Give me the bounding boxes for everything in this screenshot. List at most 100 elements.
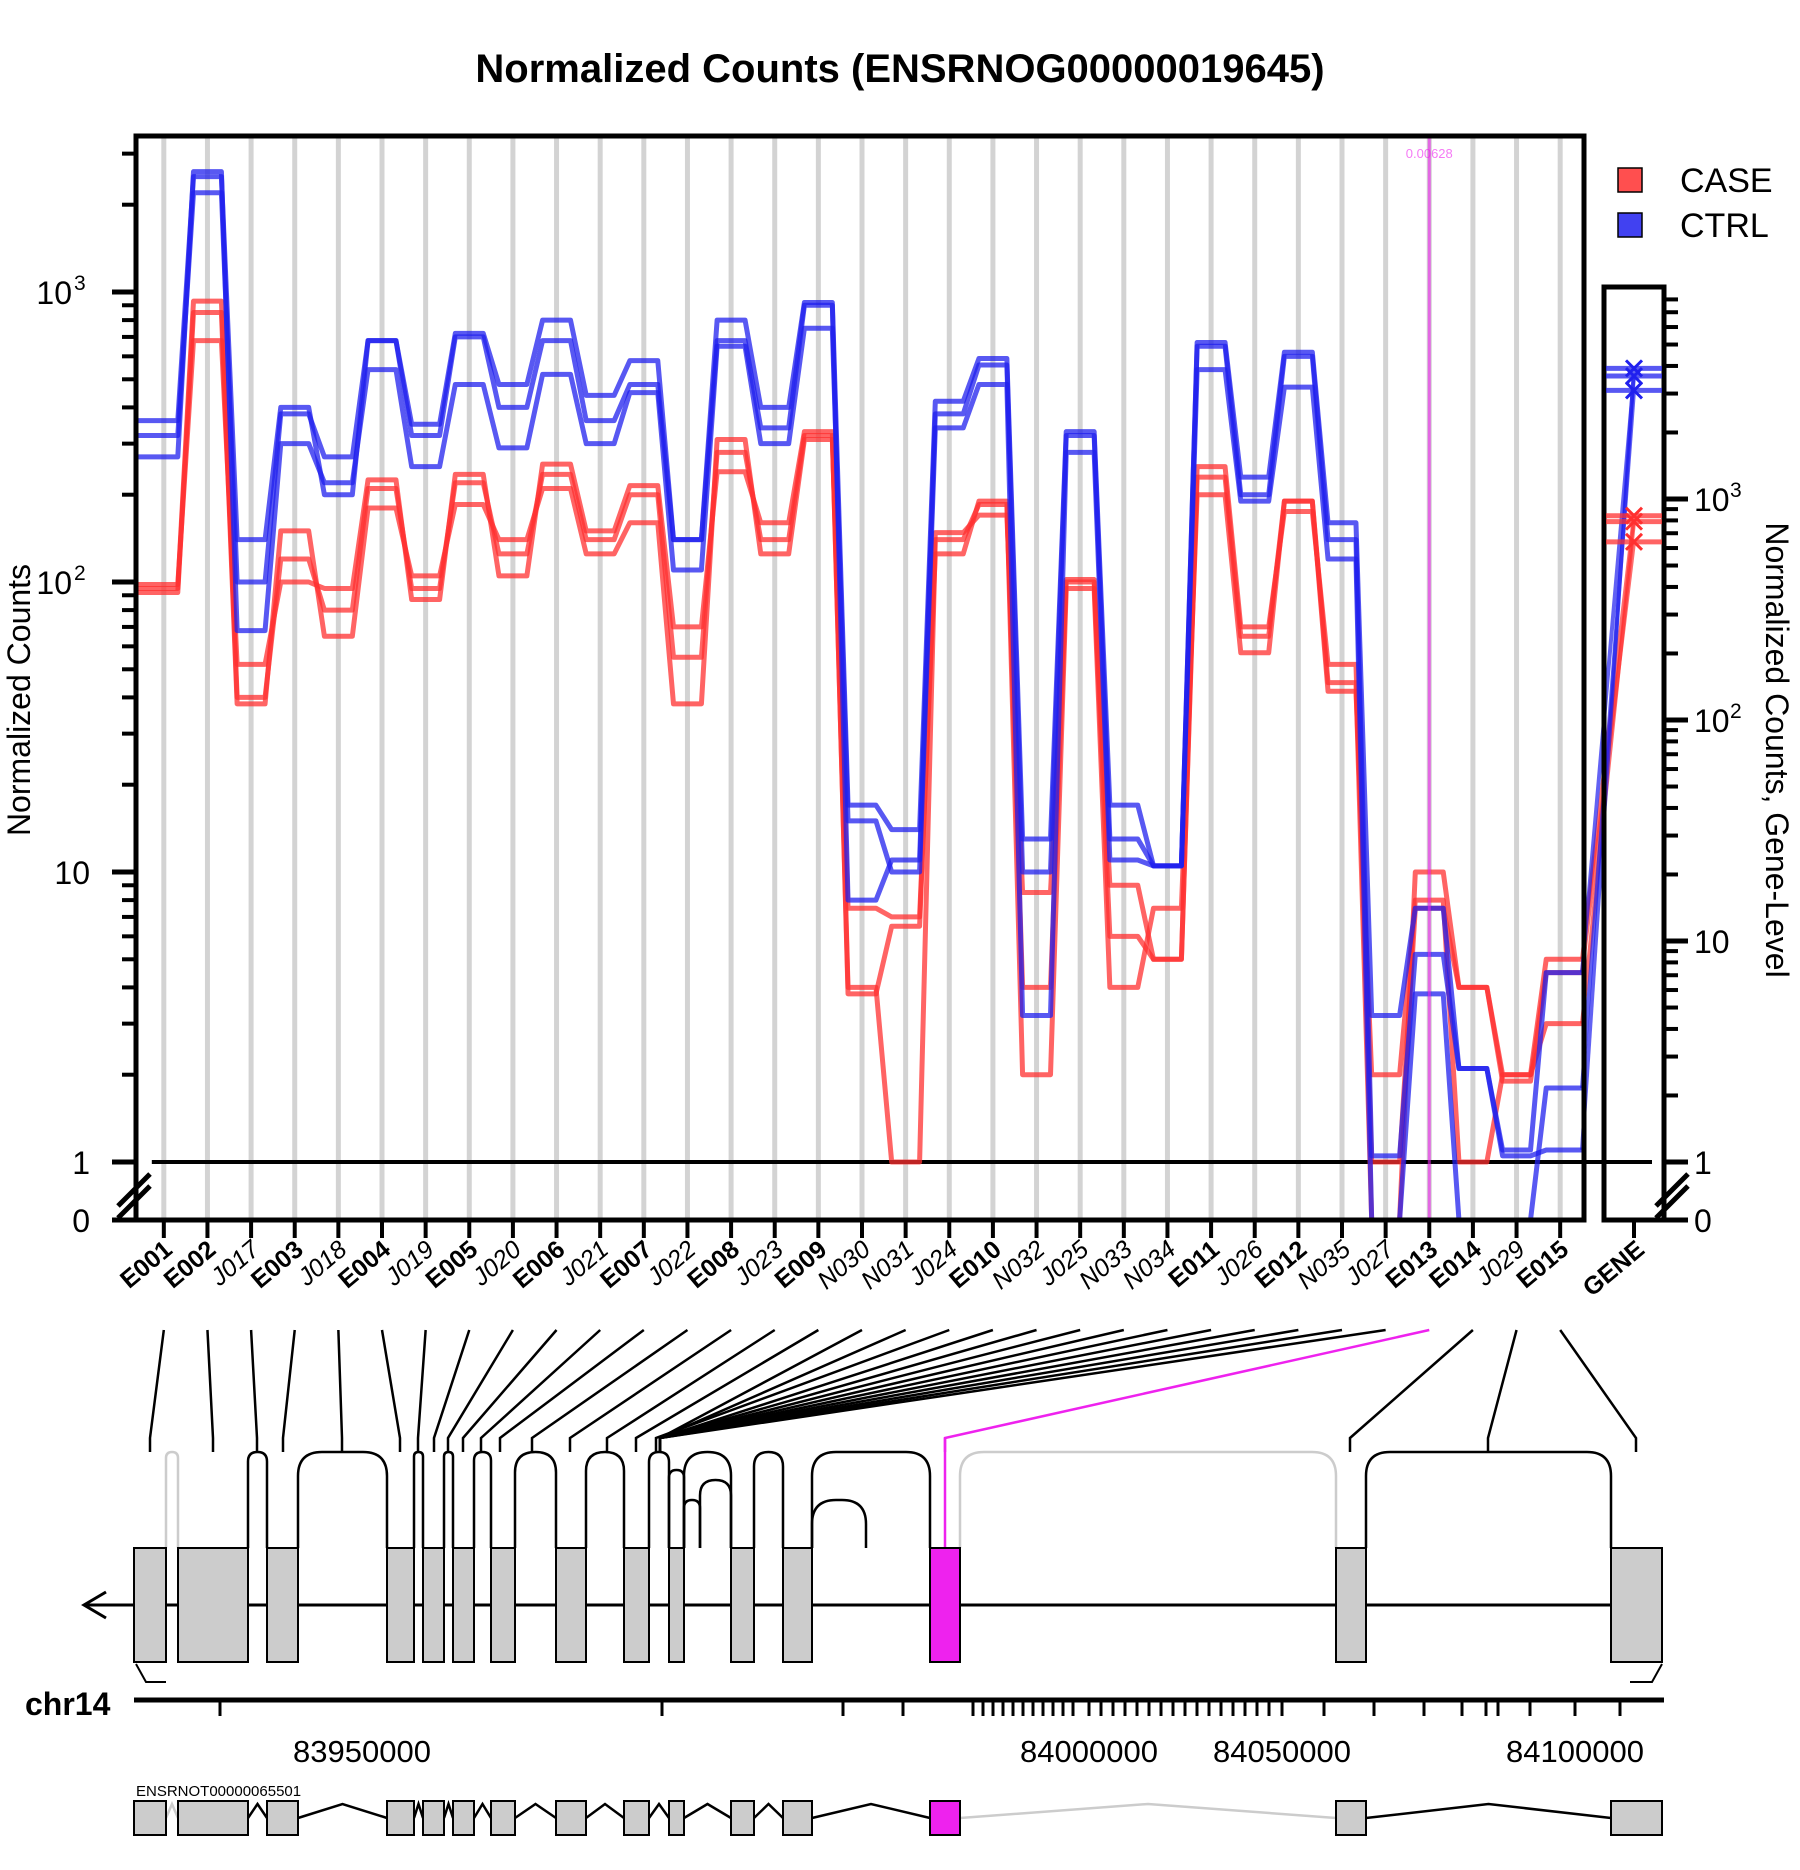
exon-box xyxy=(623,1547,650,1663)
y-tick-label: 10 xyxy=(54,855,90,891)
junction-arc xyxy=(513,1450,558,1548)
y-axis-label-right: Normalized Counts, Gene-Level xyxy=(1759,522,1795,977)
transcript-exon-highlighted xyxy=(929,1800,961,1836)
connector-j019 xyxy=(416,1329,427,1452)
transcript-exon xyxy=(133,1800,167,1836)
connector-e004 xyxy=(380,1329,402,1452)
connector-e003 xyxy=(281,1329,296,1452)
axis-break-mark xyxy=(116,1172,152,1208)
exon-box xyxy=(668,1547,685,1663)
y-right-tick-label-exponent: 3 xyxy=(1730,479,1742,502)
junction-arc xyxy=(296,1450,389,1548)
transcript-intron xyxy=(412,1799,425,1819)
axis-break-mark xyxy=(116,1184,152,1220)
exon-box xyxy=(266,1547,299,1663)
x-tick-labels: E001E002J017E003J018E004J019E005J020E006… xyxy=(115,1220,1650,1302)
connector-e006 xyxy=(461,1329,558,1452)
connector-j017 xyxy=(249,1329,259,1452)
connector-j024 xyxy=(654,1328,950,1452)
transcript-exon xyxy=(266,1800,299,1836)
junction-arc xyxy=(246,1450,269,1548)
gene-level-panel xyxy=(1606,359,1662,551)
legend-swatch-ctrl xyxy=(1617,212,1643,238)
connector-e007 xyxy=(498,1329,645,1452)
chromosome-axis: chr14 83950000 84000000 84050000 8410000… xyxy=(25,1686,1664,1769)
exon-box xyxy=(1335,1547,1367,1663)
transcript-exon xyxy=(623,1800,650,1836)
gene-level-point-ctrl xyxy=(1624,366,1644,386)
transcript-intron xyxy=(297,1802,388,1820)
junction-arc xyxy=(810,1450,932,1548)
junction-arc xyxy=(958,1450,1338,1548)
transcript-intron xyxy=(683,1802,732,1820)
transcript-label: ENSRNOT00000065501 xyxy=(136,1783,301,1800)
connector-e015 xyxy=(1559,1329,1638,1452)
junction-arc xyxy=(698,1478,733,1548)
chromosome-label: chr14 xyxy=(25,1686,111,1722)
y-right-tick-label: 1 xyxy=(1694,1145,1712,1181)
connector-j025 xyxy=(658,1328,1081,1452)
exon-box xyxy=(452,1547,475,1663)
junction-arc xyxy=(1364,1450,1613,1548)
transcript-exon xyxy=(782,1800,813,1836)
x-tick-label-gene: GENE xyxy=(1578,1235,1650,1302)
gene-end-bracket xyxy=(1630,1663,1663,1683)
exon-box-highlighted xyxy=(929,1547,961,1663)
transcript-model xyxy=(133,1799,1663,1836)
junction-arc xyxy=(412,1450,425,1548)
chromosome-ticks xyxy=(218,1700,1622,1716)
connector-j021 xyxy=(479,1329,602,1452)
series-line-case-3 xyxy=(138,338,1582,1165)
transcript-exon xyxy=(1335,1800,1367,1836)
chrom-tick-label-4: 84100000 xyxy=(1506,1734,1644,1769)
connector-e005 xyxy=(432,1329,471,1452)
chrom-tick-label-3: 84050000 xyxy=(1213,1734,1351,1769)
junction-arc xyxy=(682,1450,733,1548)
feature-connectors xyxy=(148,1328,1638,1548)
connector-e008 xyxy=(568,1328,732,1452)
transcript-exon xyxy=(452,1800,475,1836)
connector-e001 xyxy=(148,1329,166,1452)
chrom-tick-label-1: 83950000 xyxy=(293,1734,431,1769)
connector-j027 xyxy=(658,1328,1386,1452)
junction-arc xyxy=(810,1498,868,1548)
transcript-exon xyxy=(490,1800,516,1836)
transcript-exon xyxy=(730,1800,755,1836)
chart-title: Normalized Counts (ENSRNOG00000019645) xyxy=(475,47,1324,91)
y-tick-label-exponent: 2 xyxy=(74,562,86,585)
series-lines xyxy=(138,169,1636,1223)
gene-level-point-ctrl xyxy=(1624,381,1644,400)
connector-e014 xyxy=(1348,1329,1474,1452)
transcript-exon xyxy=(422,1800,445,1836)
y-axis-label: Normalized Counts xyxy=(1,564,37,836)
highlight-marker: 0.00628 xyxy=(1406,138,1453,1218)
transcript-exon xyxy=(1610,1800,1663,1836)
junction-arc xyxy=(472,1450,493,1548)
transcript-exon xyxy=(668,1800,685,1836)
legend-label-case: CASE xyxy=(1680,162,1773,200)
legend-swatch-case xyxy=(1617,167,1643,193)
highlight-pvalue-text: 0.00628 xyxy=(1406,146,1453,161)
transcript-intron xyxy=(442,1799,455,1819)
transcript-intron xyxy=(585,1802,625,1820)
transcript-exon xyxy=(555,1800,587,1836)
connector-j023 xyxy=(605,1328,776,1452)
gene-level-point-case xyxy=(1624,532,1644,551)
transcript-intron xyxy=(164,1800,180,1819)
transcript-intron xyxy=(753,1802,784,1819)
transcript-intron xyxy=(811,1802,931,1820)
axis-break-mark xyxy=(1654,1172,1690,1208)
transcript-exon xyxy=(386,1800,415,1836)
junction-arc xyxy=(584,1450,626,1548)
exon-box xyxy=(782,1547,813,1663)
connector-j018 xyxy=(337,1329,344,1452)
exon-box xyxy=(422,1547,445,1663)
y-right-tick-label: 10 xyxy=(1694,482,1730,518)
y-tick-label: 10 xyxy=(36,565,72,601)
exon-box xyxy=(133,1547,167,1663)
gene-model xyxy=(81,1450,1663,1683)
connector-e009 xyxy=(634,1328,820,1452)
